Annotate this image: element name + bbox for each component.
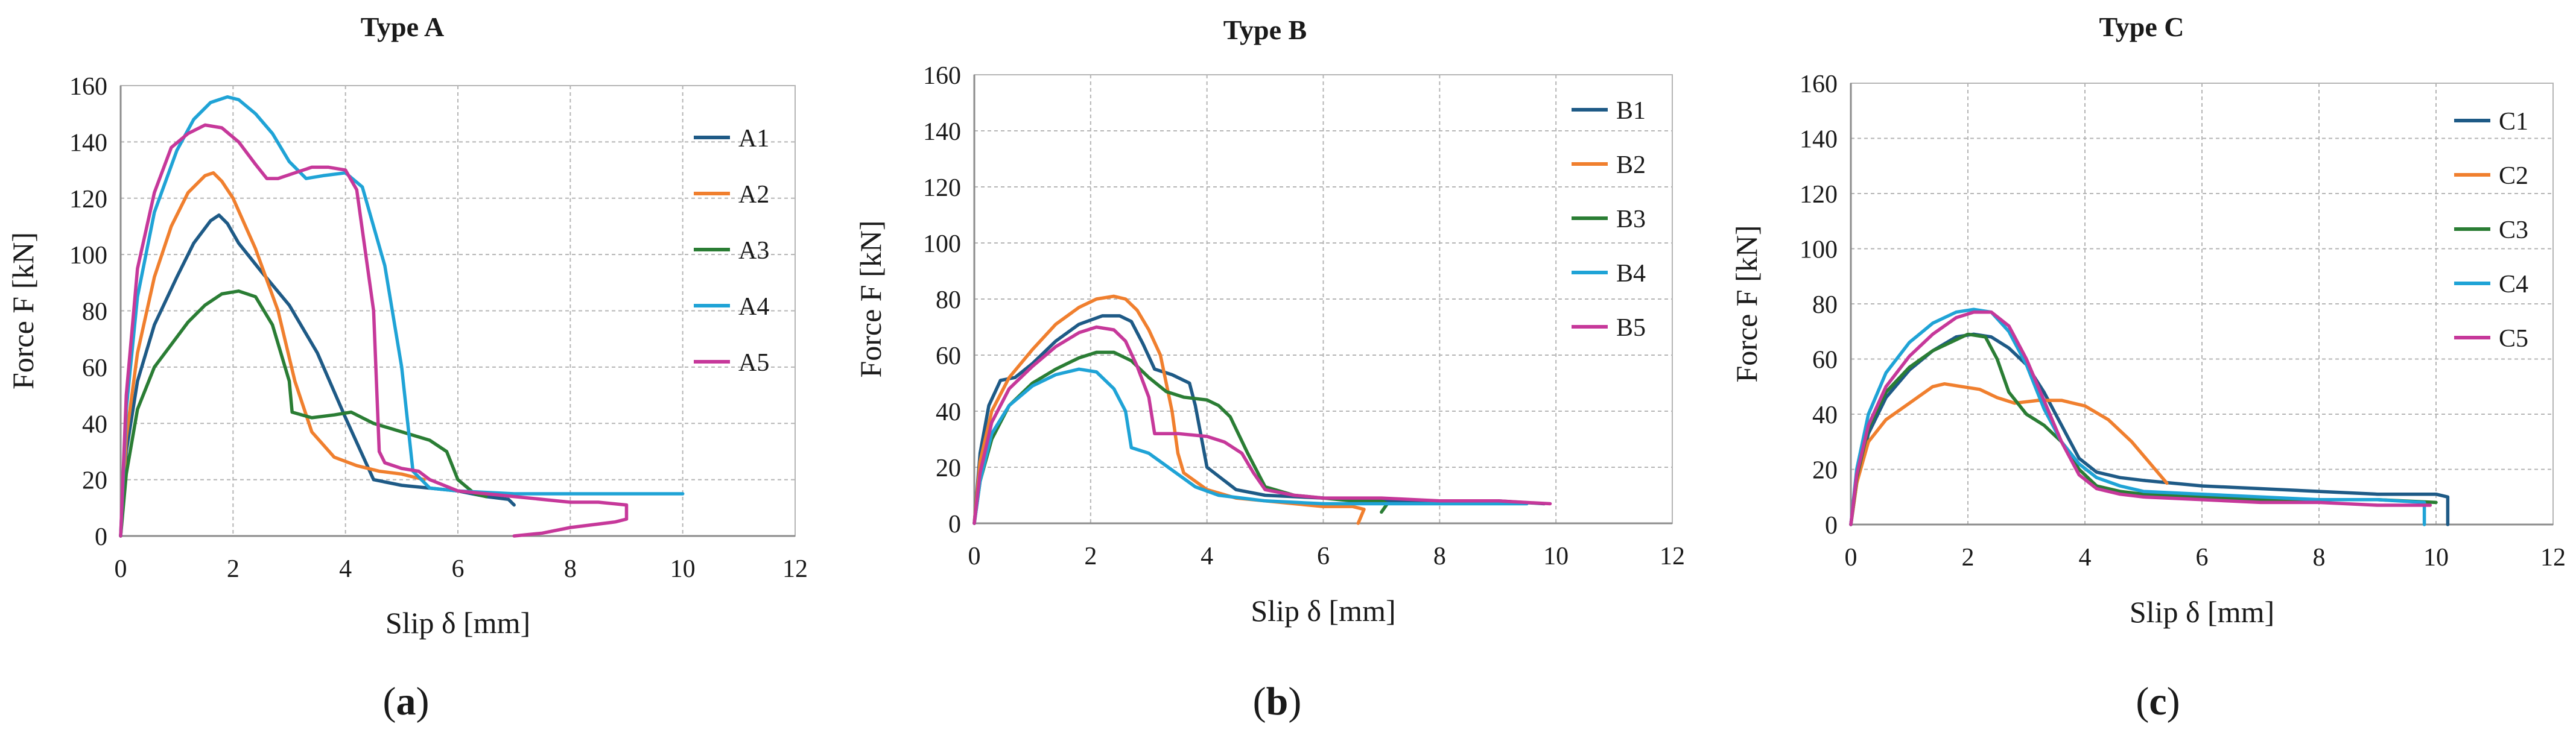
- y-tick-label: 100: [923, 230, 961, 258]
- series-line-b5: [972, 325, 1552, 525]
- x-tick-label: 12: [2540, 544, 2566, 572]
- panel-caption: (a): [383, 679, 430, 723]
- chart-title: Type B: [1223, 14, 1307, 45]
- y-axis-label: Force F [kN]: [854, 220, 887, 377]
- y-tick-label: 120: [923, 174, 961, 202]
- x-tick-label: 10: [670, 555, 696, 583]
- y-tick-label: 40: [82, 411, 107, 438]
- x-tick-label: 12: [1660, 543, 1685, 570]
- legend-label-c5: C5: [2499, 325, 2528, 353]
- y-tick-label: 160: [69, 73, 107, 101]
- legend-label-b3: B3: [1616, 206, 1646, 233]
- legend-label-b5: B5: [1616, 314, 1646, 342]
- series-line-a5: [119, 123, 629, 538]
- y-tick-label: 40: [1812, 402, 1838, 429]
- legend-label-c1: C1: [2499, 108, 2528, 136]
- x-tick-label: 12: [782, 555, 808, 583]
- x-tick-label: 0: [968, 543, 981, 570]
- x-tick-label: 8: [1433, 543, 1446, 570]
- y-tick-label: 120: [1800, 181, 1838, 209]
- y-tick-label: 160: [1800, 71, 1838, 98]
- legend-label-a5: A5: [738, 349, 769, 377]
- x-tick-label: 10: [2423, 544, 2449, 572]
- legend-label-b1: B1: [1616, 97, 1646, 125]
- y-tick-label: 160: [923, 62, 961, 90]
- y-tick-label: 0: [1825, 512, 1838, 540]
- y-tick-label: 0: [948, 511, 961, 538]
- y-tick-label: 0: [95, 523, 107, 551]
- series-line-c5: [1849, 310, 2432, 526]
- y-tick-label: 20: [936, 455, 961, 482]
- chart-panel-a: 0 20 40 60 80 100 120 140 160 0 2 4 6 8 10 12 A1 A2 A3 A4 A5…: [6, 11, 808, 723]
- chart-title: Type A: [361, 11, 444, 42]
- series-line-b2: [972, 294, 1366, 525]
- x-axis-label: Slip δ [mm]: [1251, 594, 1395, 628]
- y-tick-label: 140: [1800, 126, 1838, 154]
- series-line-c1: [1849, 332, 2450, 526]
- y-tick-label: 40: [936, 399, 961, 426]
- series-line-b1: [972, 314, 1546, 525]
- legend-label-a4: A4: [738, 293, 769, 321]
- y-tick-label: 120: [69, 186, 107, 213]
- x-tick-label: 8: [2313, 544, 2326, 572]
- chart-panel-c: 0 20 40 60 80 100 120 140 160 0 2 4 6 8 10 12 C1 C2 C3 C4 C5…: [1730, 11, 2566, 723]
- legend-label-a2: A2: [738, 181, 769, 209]
- panel-caption: (b): [1253, 679, 1302, 723]
- y-tick-label: 60: [936, 342, 961, 370]
- x-tick-label: 0: [1845, 544, 1857, 572]
- series-line-c3: [1849, 332, 2438, 526]
- series-line-a2: [119, 171, 426, 538]
- y-tick-label: 60: [1812, 347, 1838, 374]
- y-tick-label: 100: [69, 242, 107, 269]
- y-axis-label: Force F [kN]: [1730, 225, 1763, 382]
- x-tick-label: 6: [452, 555, 465, 583]
- series-line-c4: [1849, 307, 2426, 526]
- y-tick-label: 20: [82, 467, 107, 495]
- x-tick-label: 4: [2079, 544, 2092, 572]
- chart-title: Type C: [2099, 11, 2184, 42]
- series-line-a3: [119, 289, 488, 538]
- legend-label-c4: C4: [2499, 271, 2528, 298]
- x-tick-label: 8: [564, 555, 577, 583]
- legend-label-a3: A3: [738, 237, 769, 265]
- x-tick-label: 4: [339, 555, 352, 583]
- series-line-c2: [1849, 382, 2169, 526]
- x-tick-label: 0: [115, 555, 127, 583]
- legend-label-b2: B2: [1616, 151, 1646, 179]
- legend-label-b4: B4: [1616, 260, 1646, 288]
- x-tick-label: 6: [1317, 543, 1330, 570]
- x-axis-label: Slip δ [mm]: [385, 606, 530, 640]
- y-tick-label: 20: [1812, 457, 1838, 485]
- x-tick-label: 4: [1201, 543, 1213, 570]
- legend-label-c3: C3: [2499, 216, 2528, 244]
- x-axis-label: Slip δ [mm]: [2130, 595, 2274, 629]
- panel-caption: (c): [2136, 679, 2180, 723]
- x-tick-label: 2: [1084, 543, 1097, 570]
- series-line-b4: [972, 367, 1529, 525]
- chart-panel-b: 0 20 40 60 80 100 120 140 160 0 2 4 6 8 10 12 B1 B2 B3 B4 B5…: [854, 14, 1685, 723]
- y-tick-label: 80: [936, 286, 961, 314]
- y-tick-label: 140: [69, 129, 107, 157]
- legend-label-c2: C2: [2499, 162, 2528, 190]
- y-axis-label: Force F [kN]: [6, 232, 40, 389]
- x-tick-label: 10: [1543, 543, 1569, 570]
- y-tick-label: 140: [923, 118, 961, 146]
- legend-label-a1: A1: [738, 125, 769, 153]
- y-tick-label: 80: [1812, 291, 1838, 319]
- x-tick-label: 6: [2196, 544, 2209, 572]
- x-tick-label: 2: [1962, 544, 1975, 572]
- series-line-a1: [119, 213, 516, 538]
- y-tick-label: 60: [82, 355, 107, 382]
- y-tick-label: 100: [1800, 236, 1838, 264]
- x-tick-label: 2: [227, 555, 240, 583]
- y-tick-label: 80: [82, 298, 107, 326]
